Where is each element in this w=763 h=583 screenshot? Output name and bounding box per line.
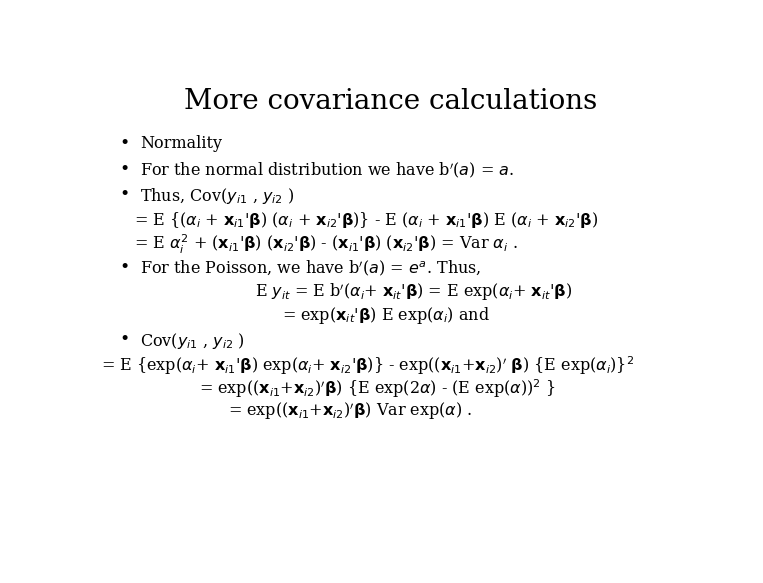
Text: = exp($\mathbf{x}_{it}$'$\mathbf{\beta}$) E exp($\alpha_i$) and: = exp($\mathbf{x}_{it}$'$\mathbf{\beta}$… (282, 305, 490, 326)
Text: Normality: Normality (140, 135, 222, 152)
Text: = exp(($\mathbf{x}_{i1}$+$\mathbf{x}_{i2}$)$'$$\mathbf{\beta}$) {E exp(2$\alpha$: = exp(($\mathbf{x}_{i1}$+$\mathbf{x}_{i2… (199, 377, 555, 400)
Text: For the Poisson, we have b$'$($a$) = $e^a$. Thus,: For the Poisson, we have b$'$($a$) = $e^… (140, 258, 481, 278)
Text: •: • (119, 258, 129, 276)
Text: = E {exp($\alpha_i$+ $\mathbf{x}_{i1}$'$\mathbf{\beta}$) exp($\alpha_i$+ $\mathb: = E {exp($\alpha_i$+ $\mathbf{x}_{i1}$'$… (101, 354, 635, 377)
Text: •: • (119, 135, 129, 152)
Text: = E {($\alpha_i$ + $\mathbf{x}_{i1}$'$\mathbf{\beta}$) ($\alpha_i$ + $\mathbf{x}: = E {($\alpha_i$ + $\mathbf{x}_{i1}$'$\m… (134, 209, 598, 230)
Text: = exp(($\mathbf{x}_{i1}$+$\mathbf{x}_{i2}$)$'$$\mathbf{\beta}$) Var exp($\alpha$: = exp(($\mathbf{x}_{i1}$+$\mathbf{x}_{i2… (228, 401, 473, 422)
Text: •: • (119, 186, 129, 203)
Text: More covariance calculations: More covariance calculations (185, 88, 597, 115)
Text: Cov($y_{i1}$ , $y_{i2}$ ): Cov($y_{i1}$ , $y_{i2}$ ) (140, 331, 244, 351)
Text: For the normal distribution we have b$'$($a$) = $a$.: For the normal distribution we have b$'$… (140, 161, 513, 180)
Text: = E $\alpha_i^2$ + ($\mathbf{x}_{i1}$'$\mathbf{\beta}$) ($\mathbf{x}_{i2}$'$\mat: = E $\alpha_i^2$ + ($\mathbf{x}_{i1}$'$\… (134, 233, 517, 256)
Text: Thus, Cov($y_{i1}$ , $y_{i2}$ ): Thus, Cov($y_{i1}$ , $y_{i2}$ ) (140, 186, 295, 206)
Text: •: • (119, 331, 129, 348)
Text: E $y_{it}$ = E b$'$($\alpha_i$+ $\mathbf{x}_{it}$'$\mathbf{\beta}$) = E exp($\al: E $y_{it}$ = E b$'$($\alpha_i$+ $\mathbf… (255, 282, 572, 303)
Text: •: • (119, 161, 129, 178)
